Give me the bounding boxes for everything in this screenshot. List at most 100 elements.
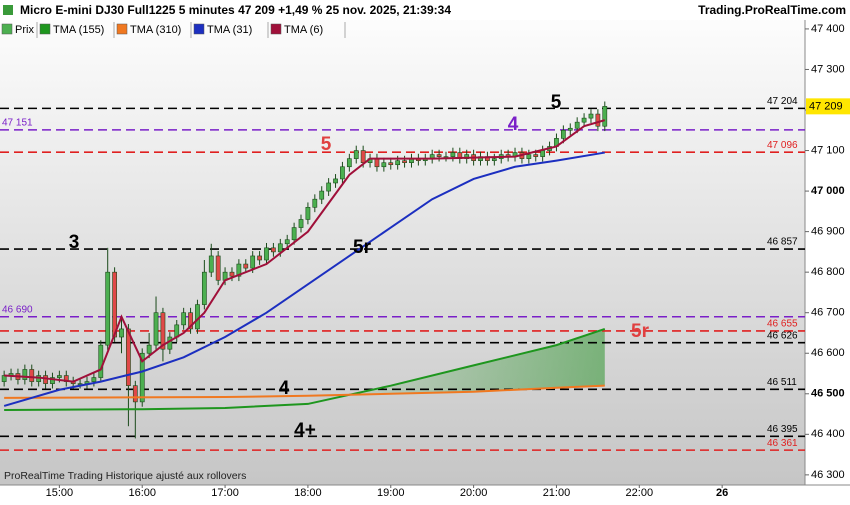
level-label: 46 655 — [767, 319, 798, 330]
candle-body — [188, 312, 193, 330]
candle-body — [201, 271, 207, 305]
candle-body — [50, 377, 55, 384]
candle-body — [257, 255, 262, 261]
price-tag-label: 47 209 — [809, 100, 843, 112]
level-label: 46 511 — [767, 377, 797, 388]
y-tick-label: 46 400 — [811, 428, 845, 440]
level-label: 46 857 — [767, 237, 798, 248]
candle-body — [595, 113, 601, 127]
candle-body — [526, 154, 532, 159]
candle-body — [574, 121, 580, 129]
candle-body — [326, 182, 331, 192]
y-tick-label: 46 300 — [811, 469, 845, 481]
legend-swatch — [193, 23, 205, 35]
candle-body — [167, 336, 173, 350]
footer: ProRealTime Trading Historique ajusté au… — [4, 470, 246, 482]
candle-body — [91, 377, 97, 382]
candle-body — [236, 263, 242, 277]
candle-body — [22, 369, 28, 380]
candle-body — [229, 271, 235, 277]
candle-body — [450, 152, 456, 157]
y-tick-label: 46 600 — [811, 347, 845, 359]
candle-body — [560, 129, 566, 139]
candle-body — [57, 375, 62, 378]
x-tick-label: 22:00 — [626, 487, 654, 499]
y-tick-label: 46 800 — [811, 266, 845, 278]
candle-body — [340, 166, 345, 180]
candle-body — [540, 150, 546, 157]
candle-body — [250, 255, 256, 269]
candle-body — [264, 247, 269, 261]
candle-body — [346, 158, 352, 168]
candle-body — [402, 160, 407, 164]
candle-body — [153, 312, 159, 346]
candle-body — [388, 162, 394, 166]
candle-body — [105, 271, 111, 346]
candle-body — [119, 328, 124, 338]
price-tag — [806, 98, 850, 115]
level-label: 47 096 — [767, 140, 798, 151]
annotation: 3 — [69, 232, 80, 253]
candle-body — [333, 178, 338, 184]
level-label: 46 626 — [767, 330, 798, 341]
candle-body — [271, 247, 276, 253]
candle-body — [312, 198, 318, 208]
candle-body — [139, 352, 145, 403]
candle-body — [567, 127, 573, 131]
candle-body — [381, 162, 387, 168]
candle-body — [319, 190, 325, 200]
legend-swatch — [39, 23, 51, 35]
level-label: 46 395 — [767, 424, 798, 435]
annotation: 5r — [353, 237, 372, 258]
x-tick-label: 26 — [716, 487, 728, 499]
source: Trading.ProRealTime.com — [698, 3, 846, 17]
x-tick-label: 20:00 — [460, 487, 488, 499]
candle-body — [208, 255, 214, 273]
candle-body — [284, 239, 290, 245]
legend-swatch — [116, 23, 128, 35]
legend-swatch — [270, 23, 282, 35]
candle-body — [581, 117, 587, 123]
candle-body — [374, 158, 380, 168]
x-tick-label: 17:00 — [211, 487, 239, 499]
candle-body — [533, 154, 539, 157]
y-tick-label: 46 900 — [811, 226, 845, 238]
candle-body — [277, 243, 283, 253]
y-tick-label: 47 300 — [811, 63, 845, 75]
candle-body — [291, 227, 297, 241]
candle-body — [305, 206, 311, 220]
candle-body — [215, 255, 221, 281]
annotation: 4+ — [294, 420, 316, 441]
level-label: 47 204 — [767, 96, 798, 107]
candle-body — [298, 219, 304, 228]
level-label: 47 151 — [2, 118, 33, 129]
logo — [3, 5, 13, 15]
chart-title: Micro E-mini DJ30 Full1225 5 minutes 47 … — [20, 3, 451, 17]
candle-body — [491, 158, 497, 161]
annotation: 5r — [631, 321, 650, 342]
x-tick-label: 18:00 — [294, 487, 322, 499]
y-tick-label: 47 100 — [811, 144, 845, 156]
candle-body — [353, 150, 359, 159]
y-tick-label: 47 400 — [811, 23, 845, 35]
annotation: 4 — [279, 378, 290, 399]
candle-body — [360, 150, 366, 164]
band-fill — [307, 328, 605, 404]
legend-label: TMA (31) — [207, 24, 252, 36]
legend-label: TMA (310) — [130, 24, 181, 36]
annotation: 5 — [551, 92, 562, 113]
x-tick-label: 19:00 — [377, 487, 405, 499]
y-tick-label: 46 700 — [811, 307, 845, 319]
indicator-line — [3, 151, 605, 407]
candle-body — [395, 160, 401, 166]
legend-label: TMA (155) — [53, 24, 104, 36]
annotation: 4 — [508, 114, 519, 135]
x-tick-label: 21:00 — [543, 487, 571, 499]
candle-body — [126, 328, 131, 386]
candle-body — [98, 344, 104, 378]
level-label: 46 361 — [767, 438, 798, 449]
candle-body — [43, 375, 48, 384]
y-tick-label: 46 500 — [811, 388, 845, 400]
